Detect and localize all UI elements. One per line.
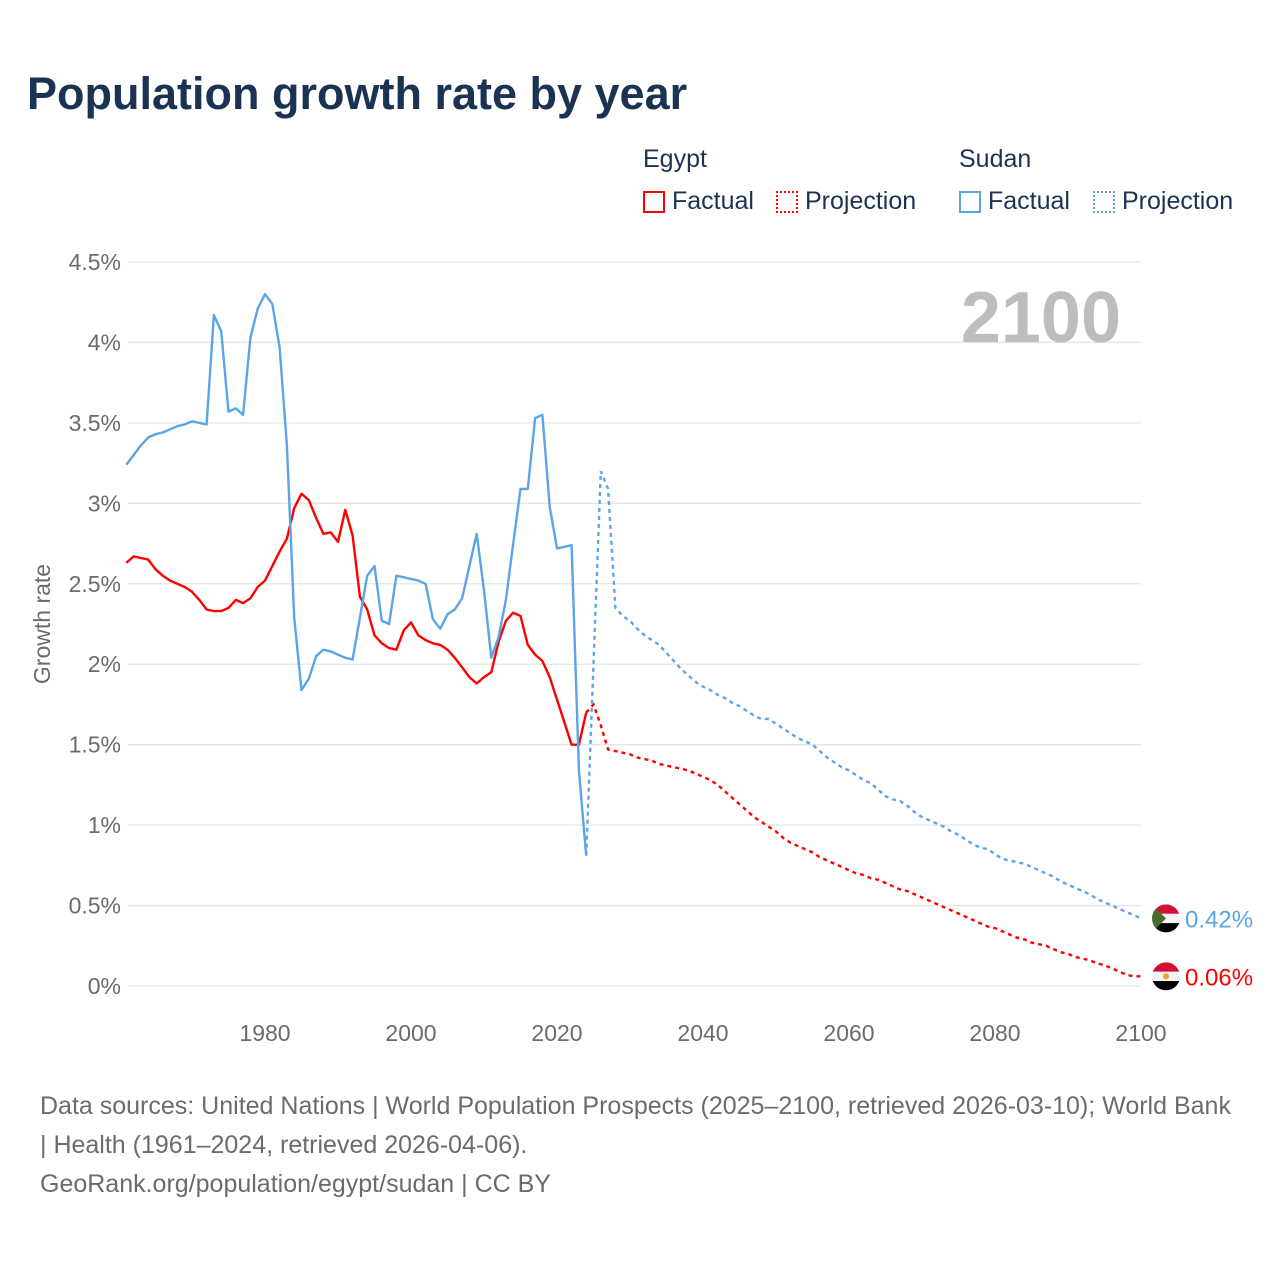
y-tick-label: 2.5% [69,571,121,597]
y-tick-label: 3.5% [69,410,121,436]
chart-plot: 0% 0.5% 1% 1.5% 2% 2.5% 3% 3.5% 4% 4.5% 1980 2000 20… [29,249,1253,1046]
y-tick-label: 4% [88,329,121,355]
flag-stripe-white [1152,913,1180,924]
x-tick-label: 2040 [677,1020,728,1046]
legend-label: Projection [1122,187,1234,215]
flag-stripe-red [1152,962,1180,972]
legend-swatch-solid-icon [643,190,665,213]
flag-eagle [1163,973,1169,980]
data-sources: Data sources: United Nations | World Pop… [40,1092,1231,1159]
y-tick-label: 0.5% [69,893,121,919]
x-tick-label: 2060 [823,1020,874,1046]
y-tick-label: 3% [88,490,121,516]
y-tick-label: 4.5% [69,249,121,275]
y-tick-label: 1% [88,812,121,838]
legend-label: Projection [805,187,917,215]
legend-sudan-factual[interactable]: Factual [959,187,1070,216]
end-value-label-egypt: 0.06% [1185,964,1253,991]
legend-label: Factual [672,187,754,215]
flag-stripe-red [1152,904,1180,914]
legend-egypt-factual[interactable]: Factual [643,187,754,216]
chart-title: Population growth rate by year [27,68,688,119]
flag-stripe-black [1152,923,1180,933]
series-line-sudan-factual [125,293,588,856]
legend-label: Factual [988,187,1070,215]
y-axis-label: Growth rate [29,564,55,684]
y-tick-label: 1.5% [69,732,121,758]
series-line-sudan-projection [585,470,1142,920]
footer: Data sources: United Nations | World Pop… [40,1087,1240,1204]
flag-triangle [1152,904,1166,933]
flag-body [1152,962,1180,991]
x-tick-label: 2000 [385,1020,436,1046]
x-tick-label: 2020 [531,1020,582,1046]
legend-group-sudan: Sudan [959,145,1032,173]
legend-sudan-projection[interactable]: Projection [1093,187,1233,216]
flag-sudan-icon [1152,904,1180,933]
flag-body [1152,904,1180,933]
series-line-egypt-factual [125,492,588,746]
y-tick-label: 2% [88,651,121,677]
legend-swatch-dotted-icon [1093,190,1115,213]
legend-swatch-solid-icon [959,190,981,213]
legend-group-egypt: Egypt [643,145,707,173]
legend-swatch-dotted-icon [776,190,798,213]
attribution-link[interactable]: GeoRank.org/population/egypt/sudan | CC … [40,1170,551,1198]
flag-stripe-black [1152,981,1180,991]
y-tick-label: 0% [88,973,121,999]
legend-egypt-projection[interactable]: Projection [776,187,916,216]
x-tick-label: 2100 [1115,1020,1166,1046]
series-line-egypt-projection [585,702,1141,978]
x-tick-label: 1980 [239,1020,290,1046]
end-value-label-sudan: 0.42% [1185,906,1253,933]
flag-egypt-icon [1152,962,1180,991]
x-tick-label: 2080 [969,1020,1020,1046]
year-watermark: 2100 [961,278,1121,358]
